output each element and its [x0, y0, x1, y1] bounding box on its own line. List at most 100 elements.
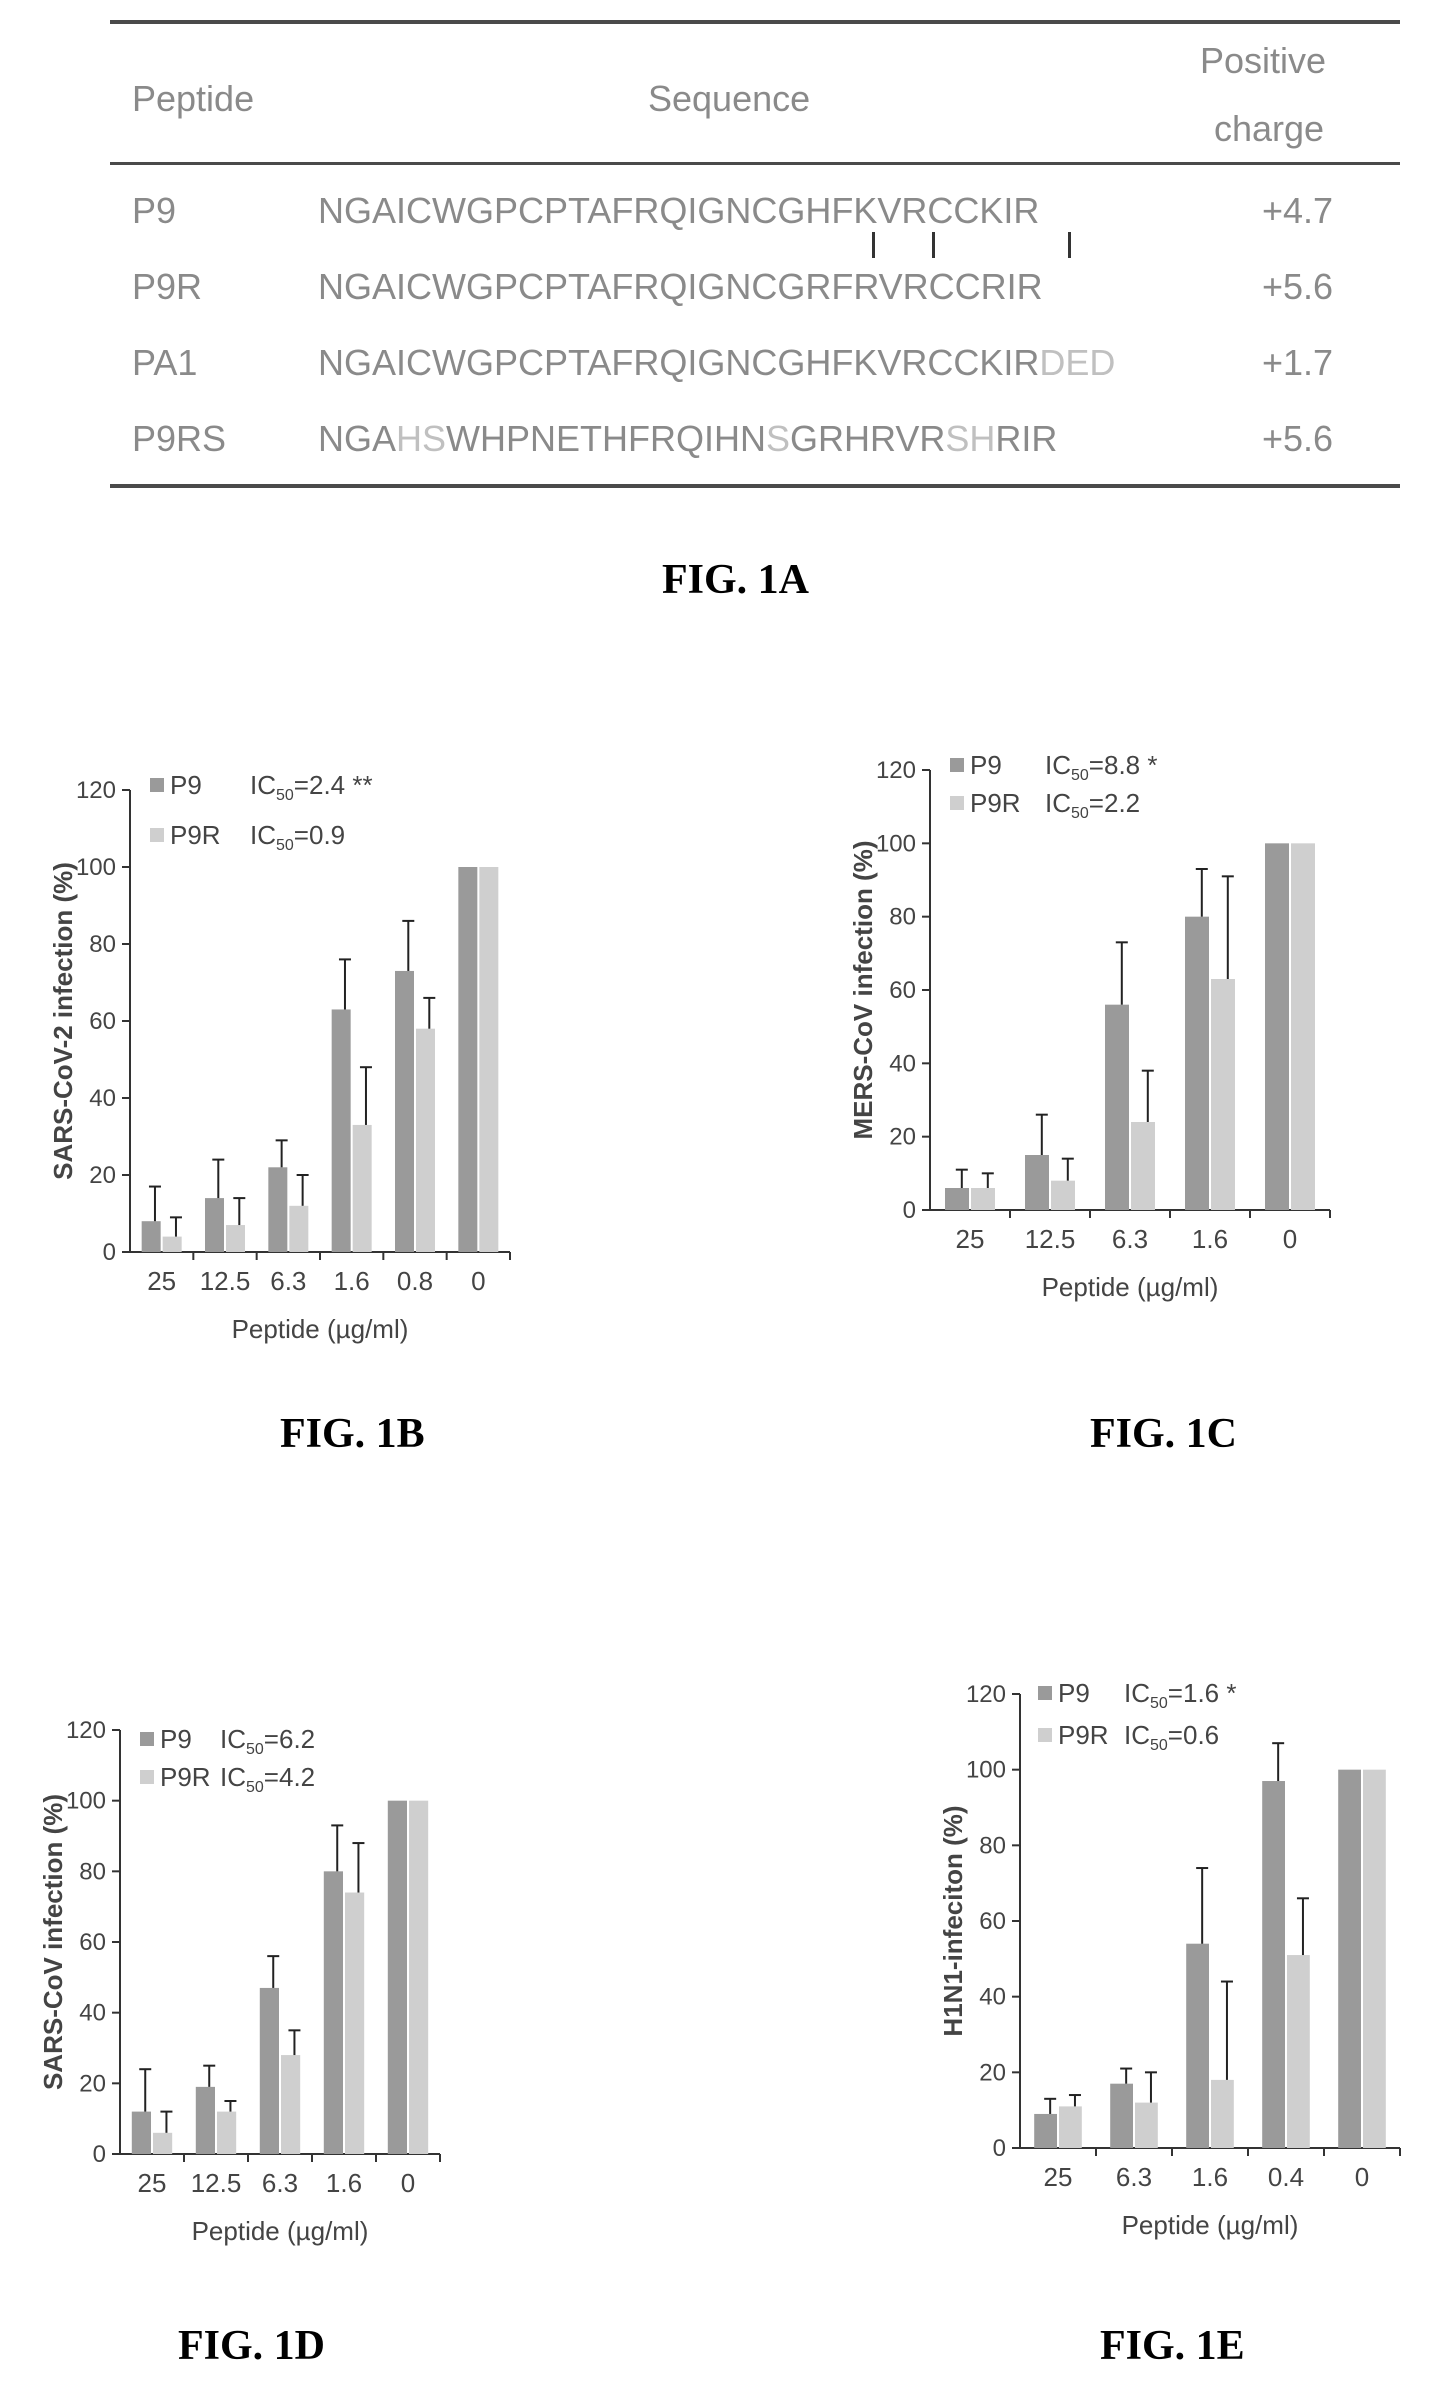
y-tick-label: 60 — [889, 977, 916, 1004]
bar-p9 — [1185, 916, 1209, 1210]
legend-series-name: P9R — [1058, 1720, 1109, 1750]
bar-p9 — [268, 1167, 288, 1252]
bar-p9r — [226, 1225, 245, 1252]
legend-swatch — [140, 1732, 154, 1746]
x-tick-label: 25 — [956, 1224, 985, 1254]
y-tick-label: 40 — [889, 1050, 916, 1077]
legend-series-name: P9R — [160, 1762, 211, 1792]
legend-ic50: IC50=6.2 — [220, 1724, 315, 1758]
legend-swatch — [140, 1770, 154, 1784]
substituted-residues: DED — [1039, 342, 1116, 383]
substituted-residues: HS — [396, 418, 447, 459]
figure-caption-1d: FIG. 1D — [178, 2323, 325, 2369]
x-tick-label: 0 — [1355, 2162, 1369, 2192]
legend-series-name: P9R — [970, 788, 1021, 818]
x-tick-label: 12.5 — [1025, 1224, 1076, 1254]
y-tick-label: 80 — [79, 1858, 106, 1885]
bar-p9 — [259, 1987, 279, 2154]
bar-p9r — [1363, 1769, 1386, 2148]
row-charge: +5.6 — [1262, 266, 1334, 307]
bar-p9r — [217, 2111, 237, 2154]
header-peptide: Peptide — [132, 78, 255, 119]
table-bottom-rule — [110, 484, 1400, 488]
sequence-segment: NGAICWGPCPTAFRQIGNCGRFRVRCCRIR — [318, 266, 1043, 307]
y-axis-label: H1N1-infeciton (%) — [938, 1805, 968, 2036]
legend-swatch — [950, 758, 964, 772]
bar-p9 — [1186, 1943, 1209, 2148]
row-charge: +1.7 — [1262, 342, 1334, 383]
row-peptide: P9RS — [132, 418, 227, 459]
figure-caption-1b: FIG. 1B — [280, 1411, 425, 1457]
mutation-marker — [872, 232, 875, 258]
bar-p9r — [1211, 979, 1235, 1210]
bar-p9 — [1262, 1781, 1285, 2148]
figure-caption-1e: FIG. 1E — [1100, 2323, 1245, 2369]
bar-p9r — [162, 1236, 182, 1252]
bar-p9 — [131, 2111, 151, 2154]
bar-p9r — [416, 1028, 435, 1252]
bar-p9r — [281, 2055, 301, 2154]
sequence-segment: WHPNETHFRQIHN — [446, 418, 767, 459]
x-tick-label: 6.3 — [1116, 2162, 1152, 2192]
header-charge-line2: charge — [1214, 108, 1325, 149]
y-tick-label: 80 — [89, 931, 116, 958]
x-tick-label: 12.5 — [191, 2168, 242, 2198]
y-tick-label: 120 — [66, 1717, 106, 1744]
x-tick-label: 25 — [1044, 2162, 1073, 2192]
x-tick-label: 12.5 — [200, 1266, 251, 1296]
bar-p9 — [1110, 2083, 1133, 2148]
bar-p9 — [387, 1800, 407, 2154]
x-tick-label: 1.6 — [1192, 2162, 1228, 2192]
x-tick-label: 0 — [401, 2168, 415, 2198]
bar-p9r — [479, 867, 499, 1252]
bar-p9 — [458, 867, 478, 1252]
x-tick-label: 1.6 — [1192, 1224, 1228, 1254]
y-tick-label: 0 — [93, 2141, 106, 2168]
bar-p9 — [195, 2086, 215, 2154]
legend-swatch — [1038, 1686, 1052, 1700]
legend-swatch — [1038, 1728, 1052, 1742]
x-axis-label: Peptide (µg/ml) — [192, 2216, 369, 2246]
legend-series-name: P9 — [170, 770, 202, 800]
y-tick-label: 120 — [966, 1681, 1006, 1708]
y-axis-label: MERS-CoV infection (%) — [848, 841, 878, 1140]
y-tick-label: 120 — [876, 757, 916, 784]
y-tick-label: 0 — [993, 2135, 1006, 2162]
x-tick-label: 0 — [1283, 1224, 1297, 1254]
legend-ic50: IC50=1.6 * — [1124, 1678, 1236, 1712]
x-tick-label: 6.3 — [1112, 1224, 1148, 1254]
legend-series-name: P9 — [160, 1724, 192, 1754]
chart-h1n1: 0 20 40 60 80 100 120 25 6.3 1.6 0.4 0 P9 IC50=1.6 * P… — [938, 1678, 1401, 2240]
mutation-marker — [932, 232, 935, 258]
y-axis-label: SARS-CoV infection (%) — [38, 1794, 68, 2090]
y-tick-label: 80 — [889, 904, 916, 931]
y-tick-label: 60 — [89, 1008, 116, 1035]
row-sequence: NGAICWGPCPTAFRQIGNCGHFKVRCCKIRDED — [318, 342, 1115, 384]
row-charge: +5.6 — [1262, 418, 1334, 459]
y-tick-label: 100 — [876, 830, 916, 857]
x-axis-label: Peptide (µg/ml) — [232, 1314, 409, 1344]
legend-ic50: IC50=2.2 — [1045, 788, 1140, 822]
bar-p9 — [1034, 2113, 1057, 2148]
x-tick-label: 6.3 — [270, 1266, 306, 1296]
table-top-rule — [110, 20, 1400, 24]
sequence-segment: NGAICWGPCPTAFRQIGNCGHFKVRCCKIR — [318, 190, 1040, 231]
legend-series-name: P9R — [170, 820, 221, 850]
chart-sars-cov-2: 0 20 40 60 80 100 120 25 12.5 6.3 1.6 0.8 0 P9 IC50=2.… — [50, 770, 511, 1344]
x-tick-label: 25 — [138, 2168, 167, 2198]
y-tick-label: 60 — [979, 1908, 1006, 1935]
bar-p9 — [141, 1221, 161, 1252]
figure-caption-1a: FIG. 1A — [662, 557, 809, 603]
bar-p9r — [345, 1892, 365, 2154]
substituted-residues: S — [766, 418, 791, 459]
bar-p9 — [1105, 1004, 1129, 1210]
row-sequence: NGAHSWHPNETHFRQIHNSGRHRVRSHRIR — [318, 418, 1057, 460]
legend-swatch — [150, 828, 164, 842]
x-tick-label: 0.8 — [397, 1266, 433, 1296]
figure-caption-1c: FIG. 1C — [1090, 1411, 1237, 1457]
table-mid-rule — [110, 162, 1400, 165]
x-axis-label: Peptide (µg/ml) — [1042, 1272, 1219, 1302]
sequence-segment: GRHRVR — [790, 418, 946, 459]
x-tick-label: 1.6 — [326, 2168, 362, 2198]
bar-p9 — [205, 1198, 224, 1252]
